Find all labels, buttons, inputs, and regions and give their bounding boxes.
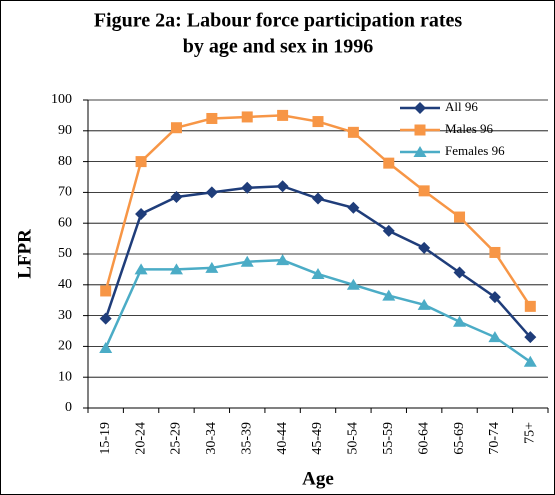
y-tick-label: 100 xyxy=(51,92,72,107)
y-tick-label: 10 xyxy=(58,369,72,384)
data-point xyxy=(135,207,148,220)
data-point xyxy=(241,111,253,123)
data-point xyxy=(240,255,254,267)
legend-marker xyxy=(413,146,427,157)
x-tick-label: 40-44 xyxy=(275,422,290,455)
legend-marker xyxy=(414,124,426,136)
legend-label: Females 96 xyxy=(445,143,505,158)
data-point xyxy=(488,331,502,343)
y-tick-label: 80 xyxy=(58,154,72,169)
data-point xyxy=(99,312,112,325)
y-tick-label: 20 xyxy=(58,339,72,354)
data-point xyxy=(453,266,466,279)
data-point xyxy=(170,122,182,134)
x-tick-label: 65-69 xyxy=(452,422,467,455)
data-point xyxy=(523,355,537,367)
chart-title: by age and sex in 1996 xyxy=(183,36,374,58)
data-point xyxy=(205,261,219,273)
data-point xyxy=(383,157,395,169)
data-point xyxy=(382,289,396,301)
legend-marker xyxy=(414,102,426,114)
data-point xyxy=(347,201,360,214)
legend-label: Males 96 xyxy=(445,121,494,136)
x-tick-label: 55-59 xyxy=(381,422,396,455)
data-point xyxy=(134,263,148,275)
x-tick-label: 60-64 xyxy=(416,422,431,455)
data-point xyxy=(205,186,218,199)
y-tick-label: 0 xyxy=(65,400,72,415)
y-axis-label: LFPR xyxy=(14,229,35,279)
legend-label: All 96 xyxy=(445,99,478,114)
x-tick-label: 25-29 xyxy=(169,422,184,455)
x-tick-label: 15-19 xyxy=(98,422,113,455)
data-point xyxy=(170,191,183,204)
y-tick-label: 40 xyxy=(58,277,72,292)
data-point xyxy=(135,156,147,168)
data-point xyxy=(418,241,431,254)
chart-title: Figure 2a: Labour force participation ra… xyxy=(94,10,463,32)
y-tick-label: 60 xyxy=(58,215,72,230)
data-point xyxy=(276,180,289,193)
data-point xyxy=(169,263,183,275)
data-point xyxy=(312,116,324,128)
data-point xyxy=(99,341,113,353)
x-tick-label: 70-74 xyxy=(487,422,502,455)
x-tick-label: 30-34 xyxy=(204,422,219,455)
data-point xyxy=(417,298,431,310)
data-point xyxy=(241,181,254,194)
data-point xyxy=(524,300,536,312)
y-tick-label: 50 xyxy=(58,246,72,261)
data-point xyxy=(488,291,501,304)
data-point xyxy=(489,246,501,258)
y-tick-label: 70 xyxy=(58,185,72,200)
y-tick-label: 90 xyxy=(58,123,72,138)
x-tick-label: 20-24 xyxy=(133,422,148,455)
x-tick-label: 75+ xyxy=(523,422,538,444)
data-point xyxy=(453,315,467,327)
data-point xyxy=(382,224,395,237)
data-point xyxy=(206,112,218,124)
data-point xyxy=(276,254,290,266)
x-axis-label: Age xyxy=(302,468,334,489)
data-point xyxy=(524,331,537,344)
data-point xyxy=(311,268,325,280)
data-point xyxy=(100,285,112,297)
x-tick-label: 35-39 xyxy=(239,422,254,455)
x-tick-label: 50-54 xyxy=(346,422,361,455)
data-point xyxy=(454,211,466,223)
x-tick-label: 45-49 xyxy=(310,422,325,455)
y-tick-label: 30 xyxy=(58,308,72,323)
data-point xyxy=(418,185,430,197)
data-point xyxy=(347,126,359,138)
data-point xyxy=(312,192,324,205)
data-point xyxy=(346,278,360,290)
data-point xyxy=(277,109,289,121)
